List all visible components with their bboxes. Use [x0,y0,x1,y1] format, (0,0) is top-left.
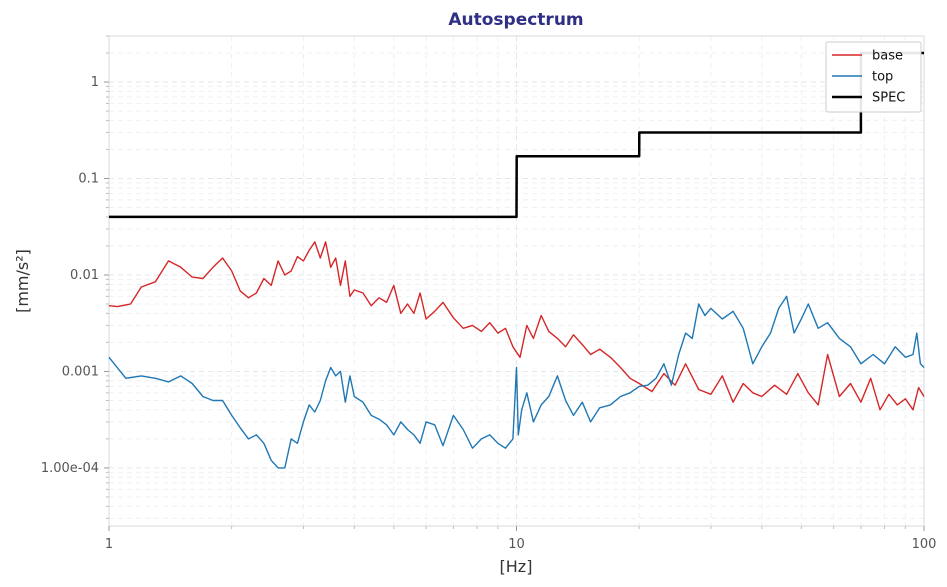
x-axis-label: [Hz] [500,557,533,576]
legend: base top SPEC [825,41,922,113]
x-tick-label: 100 [912,537,937,552]
legend-label-spec: SPEC [872,91,905,106]
series-line-base [108,241,925,411]
y-tick-label: 0.1 [78,172,99,187]
y-tick-label: 0.01 [70,268,99,283]
legend-label-top: top [872,70,893,85]
y-tick-label: 1 [91,75,99,90]
x-tick-label: 10 [508,537,525,552]
tick-labels: 1 10 100 1.00e-04 0.001 0.01 0.1 1 [41,75,937,552]
y-tick-label: 1.00e-04 [41,461,99,476]
legend-label-base: base [872,49,903,64]
y-axis-label: [mm/s²] [13,249,32,313]
chart-title: Autospectrum [448,10,583,30]
legend-box [825,41,922,113]
series-line-top [108,295,925,469]
x-tick-label: 1 [105,537,113,552]
y-tick-label: 0.001 [62,364,99,379]
